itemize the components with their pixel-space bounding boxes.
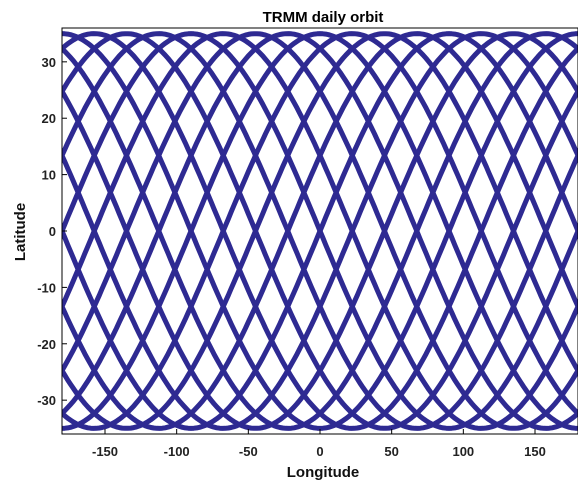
y-tick-label: 0 xyxy=(49,224,56,239)
orbit-track xyxy=(62,31,578,431)
orbit-track xyxy=(62,31,578,431)
orbit-track xyxy=(62,31,578,431)
orbit-track xyxy=(62,31,578,431)
x-tick-label: -150 xyxy=(92,444,118,459)
x-axis: -150 -100 -50 0 50 100 150 xyxy=(92,429,546,459)
y-tick-label: -30 xyxy=(37,393,56,408)
orbit-track xyxy=(62,31,578,431)
orbit-track xyxy=(62,31,578,431)
y-tick-label: 30 xyxy=(42,55,56,70)
orbit-track xyxy=(62,31,578,431)
x-tick-label: 0 xyxy=(316,444,323,459)
y-axis: 30 20 10 0 -10 -20 -30 xyxy=(37,55,67,408)
orbit-track xyxy=(62,31,578,431)
y-tick-label: 10 xyxy=(42,168,56,183)
x-axis-title: Longitude xyxy=(287,464,359,480)
x-tick-label: 50 xyxy=(384,444,398,459)
chart-title: TRMM daily orbit xyxy=(263,9,384,26)
orbit-tracks xyxy=(62,31,578,431)
y-tick-label: 20 xyxy=(42,111,56,126)
y-tick-label: -20 xyxy=(37,337,56,352)
orbit-track xyxy=(62,31,578,431)
y-tick-label: -10 xyxy=(37,280,56,295)
y-axis-title: Latitude xyxy=(12,203,29,261)
x-tick-label: -50 xyxy=(239,444,258,459)
x-tick-label: -100 xyxy=(164,444,190,459)
x-tick-label: 150 xyxy=(524,444,546,459)
x-tick-label: 100 xyxy=(452,444,474,459)
